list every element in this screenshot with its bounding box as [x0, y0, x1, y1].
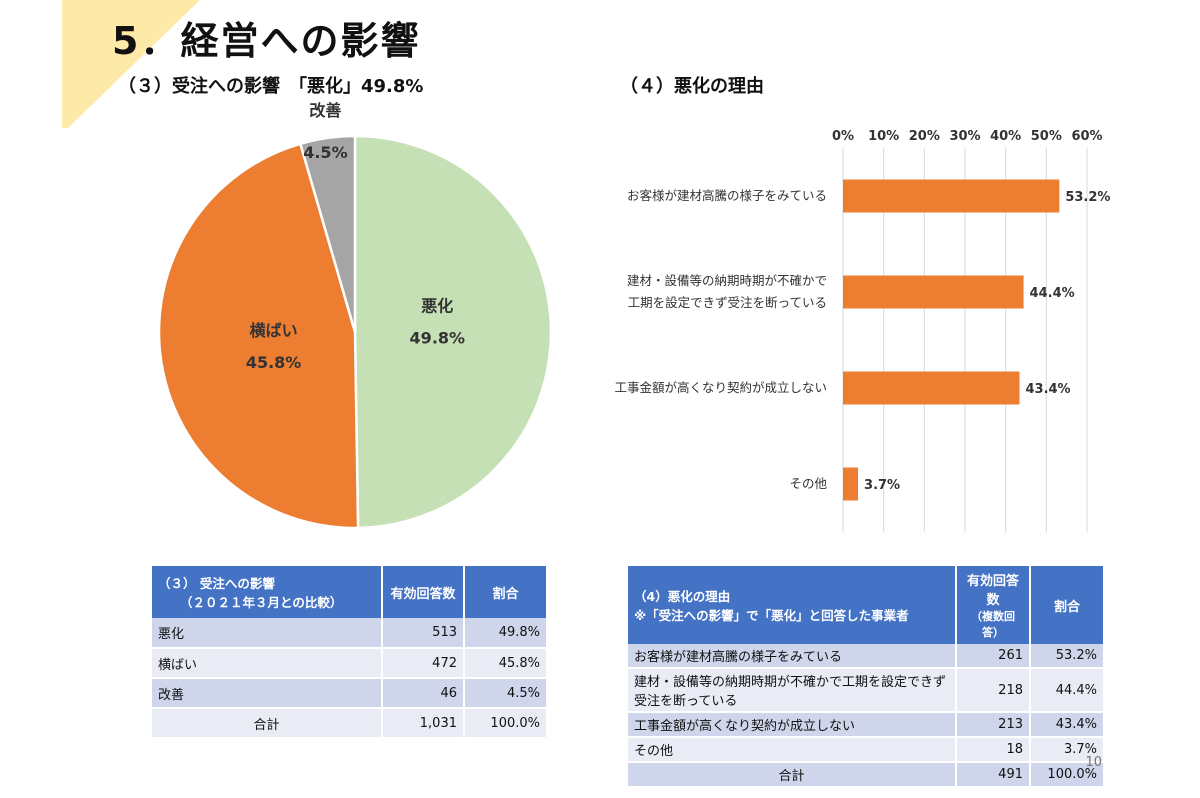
table-header-count-line2: （複数回答）	[971, 610, 1015, 639]
table-row: 建材・設備等の納期時期が不確かで工期を設定できず受注を断っている 218 44.…	[628, 668, 1103, 713]
row-label: お客様が建材高騰の様子をみている	[628, 644, 957, 669]
total-count: 1,031	[382, 708, 465, 739]
table-total-row: 合計 1,031 100.0%	[152, 708, 546, 739]
row-label: その他	[628, 737, 957, 763]
row-label: 悪化	[152, 618, 383, 649]
pie-section-subtitle: （３）受注への影響 「悪化」49.8%	[118, 76, 424, 97]
deterioration-reasons-table: （4）悪化の理由 ※「受注への影響」で「悪化」と回答した事業者 有効回答数 （複…	[628, 566, 1103, 788]
table-header-count: 有効回答数 （複数回答）	[956, 566, 1031, 644]
row-label: 建材・設備等の納期時期が不確かで工期を設定できず受注を断っている	[628, 668, 957, 713]
total-label: 合計	[152, 708, 383, 739]
table-header-ratio: 割合	[464, 566, 546, 618]
row-count: 261	[956, 644, 1031, 669]
bar	[843, 275, 1024, 309]
bar-category-label: 工期を設定できず受注を断っている	[628, 295, 827, 310]
table-header-topic-line2: （２０２１年３月との比較）	[180, 595, 343, 610]
row-ratio: 49.8%	[464, 618, 546, 649]
row-ratio: 3.7%	[1030, 737, 1103, 763]
x-tick-label: 40%	[990, 129, 1021, 144]
bar-value-label: 3.7%	[864, 478, 900, 493]
table-row: 改善 46 4.5%	[152, 678, 546, 709]
pie-slice-worse	[353, 134, 553, 530]
row-count: 18	[956, 737, 1031, 763]
row-ratio: 45.8%	[464, 648, 546, 679]
table-header-count-line1: 有効回答数	[966, 574, 1019, 608]
row-ratio: 44.4%	[1030, 668, 1103, 713]
pie-slice-improve	[298, 134, 357, 333]
bar-section-subtitle: （４）悪化の理由	[620, 76, 764, 97]
bar-value-label: 44.4%	[1030, 286, 1075, 301]
pie-value-flat: 45.8%	[246, 353, 302, 372]
total-ratio: 100.0%	[1030, 762, 1103, 788]
row-ratio: 43.4%	[1030, 712, 1103, 738]
bar-value-label: 43.4%	[1025, 382, 1070, 397]
table-header-topic-line1: （4）悪化の理由	[634, 589, 731, 604]
pie-value-worse: 49.8%	[410, 328, 466, 347]
bar	[843, 371, 1020, 405]
bar-category-label: その他	[789, 476, 827, 491]
table-row: お客様が建材高騰の様子をみている 261 53.2%	[628, 644, 1103, 669]
row-label: 改善	[152, 678, 383, 709]
table-header-count: 有効回答数	[382, 566, 465, 618]
slide-title: 5．経営への影響	[112, 19, 421, 63]
page-number: 10	[1085, 755, 1102, 770]
pie-label-improve: 改善	[309, 101, 341, 120]
pie-label-worse: 悪化	[421, 296, 453, 315]
row-count: 218	[956, 668, 1031, 713]
table-row: 横ばい 472 45.8%	[152, 648, 546, 679]
table-row: 工事金額が高くなり契約が成立しない 213 43.4%	[628, 712, 1103, 738]
table-header-topic: （３） 受注への影響 （２０２１年３月との比較）	[152, 566, 383, 618]
row-ratio: 4.5%	[464, 678, 546, 709]
pie-slice-flat	[157, 142, 360, 530]
x-tick-label: 20%	[909, 129, 940, 144]
x-tick-label: 0%	[832, 129, 854, 144]
pie-label-flat: 横ばい	[250, 321, 298, 340]
bar	[843, 467, 859, 501]
bar-category-label: 建材・設備等の納期時期が不確かで	[627, 273, 827, 288]
bar-category-label: お客様が建材高騰の様子をみている	[627, 188, 827, 203]
deterioration-reasons-bar-chart: 0% 10% 20% 30% 40% 50% 60% 53.2% お客様が建材高騰の様子をみてい…	[614, 129, 1110, 532]
table-header-row: （３） 受注への影響 （２０２１年３月との比較） 有効回答数 割合	[152, 566, 546, 618]
bar	[843, 179, 1060, 213]
table-row: その他 18 3.7%	[628, 737, 1103, 763]
row-count: 513	[382, 618, 465, 649]
table-total-row: 合計 491 100.0%	[628, 762, 1103, 788]
order-impact-pie-chart: 悪化 49.8% 横ばい 45.8% 改善 4.5%	[157, 101, 553, 530]
table-header-topic-line1: （３） 受注への影響	[158, 576, 275, 591]
table-header-ratio: 割合	[1030, 566, 1103, 644]
corner-decoration	[62, 0, 200, 128]
row-count: 213	[956, 712, 1031, 738]
row-ratio: 53.2%	[1030, 644, 1103, 669]
row-count: 472	[382, 648, 465, 679]
table-header-topic-line2: ※「受注への影響」で「悪化」と回答した事業者	[634, 608, 909, 623]
x-tick-label: 60%	[1071, 129, 1102, 144]
table-header-topic: （4）悪化の理由 ※「受注への影響」で「悪化」と回答した事業者	[628, 566, 957, 644]
x-tick-label: 50%	[1031, 129, 1062, 144]
total-ratio: 100.0%	[464, 708, 546, 739]
total-label: 合計	[628, 762, 957, 788]
pie-value-improve: 4.5%	[303, 143, 347, 162]
x-tick-label: 30%	[949, 129, 980, 144]
bar-value-label: 53.2%	[1065, 190, 1110, 205]
bar-category-label: 工事金額が高くなり契約が成立しない	[614, 380, 827, 395]
table-row: 悪化 513 49.8%	[152, 618, 546, 649]
total-count: 491	[956, 762, 1031, 788]
row-label: 横ばい	[152, 648, 383, 679]
table-header-row: （4）悪化の理由 ※「受注への影響」で「悪化」と回答した事業者 有効回答数 （複…	[628, 566, 1103, 644]
order-impact-table: （３） 受注への影響 （２０２１年３月との比較） 有効回答数 割合 悪化 513…	[152, 566, 546, 739]
row-label: 工事金額が高くなり契約が成立しない	[628, 712, 957, 738]
x-tick-label: 10%	[868, 129, 899, 144]
row-count: 46	[382, 678, 465, 709]
